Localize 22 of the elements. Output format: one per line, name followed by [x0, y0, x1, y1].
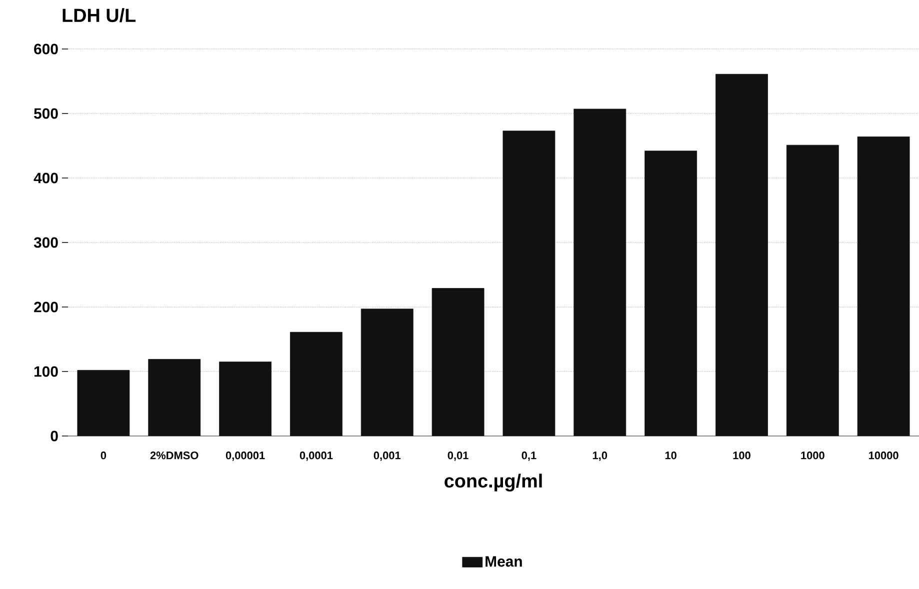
x-tick-label: 2%DMSO [150, 452, 198, 460]
x-tick-label: 100 [733, 452, 750, 460]
y-tick-label: 0 [50, 430, 58, 442]
x-tick-label: 10000 [869, 452, 898, 460]
y-tick-label: 500 [34, 108, 58, 119]
y-tick-label: 400 [34, 172, 58, 184]
y-tick-label: 600 [34, 44, 58, 54]
x-tick-label: 0,1 [522, 452, 536, 461]
y-tick-label: 100 [34, 366, 58, 377]
x-tick-label: 0,01 [448, 452, 468, 461]
x-tick-label: 0 [100, 452, 106, 460]
x-tick-label: 1000 [801, 452, 824, 460]
y-tick-label: 300 [34, 237, 58, 248]
x-axis-title: conc.µg/ml [444, 474, 542, 492]
legend-label: Mean [486, 556, 522, 567]
x-tick-label: 0,0001 [300, 452, 333, 461]
x-tick-label: 0,001 [374, 452, 401, 461]
x-tick-label: 0,00001 [226, 452, 265, 461]
x-tick-label: 1,0 [592, 452, 608, 461]
y-axis-title: LDH U/L [62, 8, 136, 22]
y-tick-label: 200 [34, 302, 58, 312]
x-tick-label: 10 [665, 452, 676, 460]
